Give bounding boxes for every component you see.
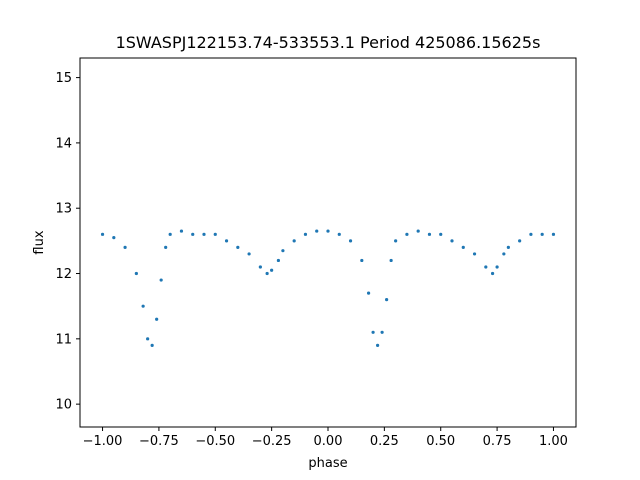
data-point [303,232,308,236]
chart-title: 1SWASPJ122153.74-533553.1 Period 425086.… [116,33,541,52]
data-point [123,245,127,249]
data-point [155,317,159,321]
data-point [281,249,285,253]
data-point [506,245,510,249]
data-point [258,265,262,269]
x-axis-label: phase [308,456,347,471]
x-tick-label: 0.75 [483,434,512,449]
data-point [146,337,150,341]
data-point [461,245,465,249]
data-point [366,291,371,295]
data-point [112,236,116,240]
y-tick-label: 10 [55,398,72,413]
data-point [360,258,364,263]
data-point [529,232,533,236]
data-point [265,271,269,276]
data-point [315,229,319,233]
data-point [502,252,506,256]
data-point [213,232,217,236]
data-point [439,232,443,236]
data-point [495,265,499,269]
x-axis-ticks: −1.00 −0.75 −0.50 −0.25 0.00 0.25 0.50 0.75 1.00 [83,427,568,449]
y-tick-label: 14 [55,136,72,151]
x-tick-label: 0.50 [426,434,455,449]
data-point [236,245,240,249]
data-point [416,229,420,233]
data-point [179,229,184,233]
data-point [490,271,495,276]
data-point [164,245,168,249]
data-point [224,239,229,243]
data-point [202,232,206,236]
data-point [389,258,393,263]
data-point [385,298,389,302]
x-tick-label: −1.00 [83,434,123,449]
x-tick-label: −0.75 [139,434,179,449]
x-tick-label: −0.50 [195,434,235,449]
y-axis-ticks: 10 11 12 13 14 15 [55,71,80,413]
data-point [159,278,163,282]
y-axis-label: flux [32,230,47,254]
y-tick-label: 15 [55,71,72,86]
data-point [247,252,251,256]
data-point [326,229,330,233]
data-point [394,239,398,243]
data-point [450,239,454,243]
data-point [371,330,375,334]
data-point [376,343,380,347]
data-point [518,239,522,243]
x-tick-label: 0.00 [314,434,343,449]
data-point [150,343,154,347]
data-point [141,304,145,308]
data-point [472,252,477,256]
data-point [551,232,556,236]
data-point [100,232,105,236]
data-point [134,271,138,276]
x-tick-label: 0.25 [370,434,399,449]
data-point [348,239,353,243]
data-point [405,232,409,236]
data-point [292,239,296,243]
data-point [484,265,488,269]
data-point [270,268,274,272]
data-point [427,232,432,236]
y-tick-label: 13 [55,202,72,217]
scatter-points [100,229,556,347]
data-point [276,258,280,263]
data-point [337,232,341,236]
data-point [191,232,195,236]
data-point [540,232,544,236]
data-point [380,330,384,334]
x-tick-label: 1.00 [539,434,568,449]
y-tick-label: 12 [55,267,72,282]
y-tick-label: 11 [55,332,72,347]
data-point [168,232,172,236]
x-tick-label: −0.25 [252,434,292,449]
